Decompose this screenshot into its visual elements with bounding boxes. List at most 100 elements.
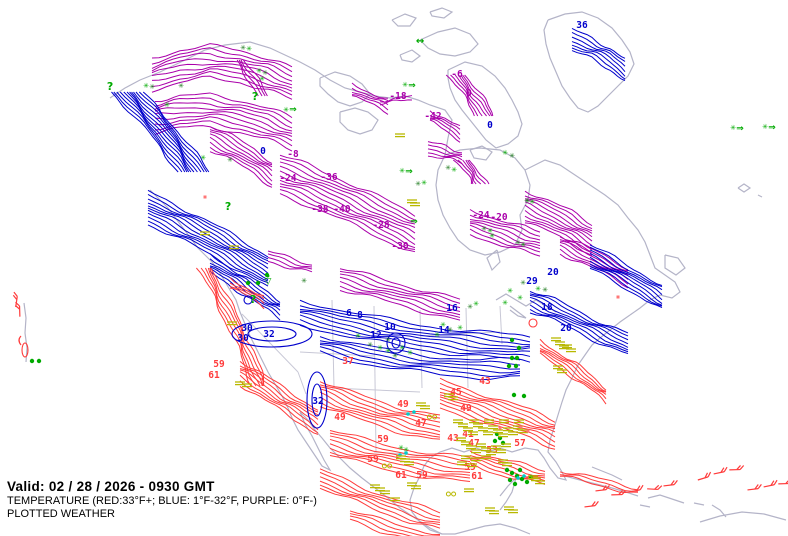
haze-symbol [456,437,466,442]
ast-symbol: ✳ [402,81,408,89]
ast-symbol: ✳ [730,124,736,132]
svg-text:✳: ✳ [283,106,289,114]
svg-text:▽: ▽ [265,277,272,287]
barb-symbol [729,465,745,471]
darrow-symbol: ↔ [416,36,424,47]
haze-symbol [471,449,481,454]
contour-label: -24 [279,173,296,184]
haze-symbol [200,231,210,236]
dot-symbol [517,467,523,473]
sq-symbol [203,195,207,199]
dot-symbol [509,337,515,343]
svg-text:✳: ✳ [502,149,508,157]
contour-label: 59 [213,359,225,370]
ast-symbol: ✳ [178,82,184,90]
haze-symbol [562,344,572,349]
svg-text:✳: ✳ [385,347,391,355]
contour-label: 32 [312,396,323,407]
haze-symbol [555,341,565,346]
contour-label: 45 [450,387,462,398]
ast-symbol: ✳ [529,198,535,206]
haze-symbol [481,455,491,460]
svg-text:?: ? [107,80,113,93]
ast-symbol: ✳ [301,277,307,285]
dot-symbol [492,438,498,444]
svg-text:✳: ✳ [451,166,457,174]
haze-symbol [503,427,513,432]
haze-symbol [467,463,477,468]
haze-symbol [481,447,491,452]
plotted-weather-text: PLOTTED WEATHER [7,508,115,520]
svg-text:✳: ✳ [489,232,495,240]
svg-text:✳: ✳ [524,197,530,205]
ast-symbol: ✳ [434,331,440,339]
contour-label: 16 [446,303,458,314]
dot-symbol [507,477,513,483]
haze-symbol [242,383,252,388]
barb-symbol [763,479,778,488]
contour-label: 14 [438,325,450,336]
haze-symbol [457,461,467,466]
ast-symbol: ✳ [457,324,463,332]
svg-text:✳: ✳ [240,44,246,52]
contour-label: 61 [395,470,407,481]
svg-text:✳: ✳ [520,241,526,249]
contour-label: 43 [479,376,491,387]
haze-symbol [473,423,483,428]
dot-symbol [512,481,518,487]
ast-symbol: ✳ [149,83,155,91]
contour-label: 0 [466,88,472,99]
ast-symbol: ✳ [762,123,768,131]
haze-symbol [491,445,501,450]
svg-text:✳: ✳ [473,300,479,308]
barb-symbol [629,484,644,493]
contour-label: 8 [357,310,363,321]
svg-text:✳: ✳ [509,152,515,160]
haze-symbol [229,245,239,250]
ast-symbol: ✳ [259,75,265,83]
ast-symbol: ✳ [487,227,493,235]
ast-symbol: ✳ [398,444,404,452]
svg-text:✳: ✳ [762,123,768,131]
haze-symbol [528,475,538,480]
svg-text:✳: ✳ [520,279,526,287]
contour-label: 47 [468,438,479,449]
haze-symbol [485,507,495,512]
haze-symbol [483,431,493,436]
haze-symbol [476,443,486,448]
svg-text:✳: ✳ [392,352,398,360]
ra-symbol [18,335,22,346]
oo-symbol [426,414,438,420]
svg-text:✳: ✳ [517,294,523,302]
haze-symbol [557,369,567,374]
svg-text:⇒: ⇒ [289,105,297,115]
contour-label: 57 [514,438,525,449]
contour-label: -42 [424,111,441,122]
svg-text:✳: ✳ [445,164,451,172]
contour-label: 61 [471,471,483,482]
haze-symbol [466,445,476,450]
contour-label: 49 [334,412,346,423]
contour-label: 20 [560,323,572,334]
svg-text:✳: ✳ [402,81,408,89]
svg-text:✳: ✳ [301,277,307,285]
haze-symbol [227,321,237,326]
ast-symbol: ✳ [415,180,421,188]
contour-label: -36 [320,172,337,183]
arrow-symbol: ⇒ [768,123,776,133]
barb-symbol [584,500,599,508]
svg-text:✳: ✳ [399,167,405,175]
ast-symbol: ✳ [385,336,391,344]
contour-label: 37 [342,356,353,367]
contour-label: 30 [241,323,253,334]
ast-symbol: ✳ [520,241,526,249]
ast-symbol: ✳ [481,225,487,233]
ast-symbol: ✳ [447,326,453,334]
svg-text:✳: ✳ [447,326,453,334]
dot-symbol [264,272,270,278]
svg-text:✳: ✳ [467,303,473,311]
ast-symbol: ✳ [542,286,548,294]
barb-symbol [747,483,762,491]
